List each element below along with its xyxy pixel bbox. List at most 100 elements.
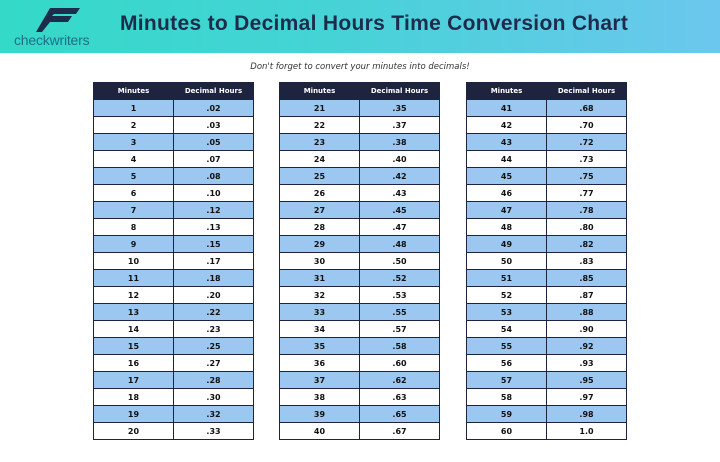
table-row: 31.52 — [279, 269, 440, 287]
decimal-hours-cell: .42 — [359, 167, 440, 185]
decimal-hours-cell: .07 — [173, 150, 254, 168]
decimal-hours-cell: .47 — [359, 218, 440, 236]
table-row: 53.88 — [466, 303, 627, 321]
decimal-hours-cell: .95 — [546, 371, 627, 389]
minutes-cell: 30 — [279, 252, 360, 270]
minutes-cell: 51 — [466, 269, 547, 287]
minutes-cell: 16 — [93, 354, 174, 372]
decimal-hours-cell: .33 — [173, 422, 254, 440]
minutes-cell: 37 — [279, 371, 360, 389]
header-banner: checkwriters Minutes to Decimal Hours Ti… — [0, 0, 720, 53]
conversion-table-3: Minutes Decimal Hours 41.68 42.70 43.72 44.73… — [466, 82, 627, 440]
column-header: Minutes — [466, 82, 547, 100]
minutes-cell: 46 — [466, 184, 547, 202]
table-row: 37.62 — [279, 371, 440, 389]
decimal-hours-cell: .57 — [359, 320, 440, 338]
minutes-cell: 25 — [279, 167, 360, 185]
minutes-cell: 47 — [466, 201, 547, 219]
table-row: 21.35 — [279, 99, 440, 117]
minutes-cell: 44 — [466, 150, 547, 168]
table-row: 58.97 — [466, 388, 627, 406]
minutes-cell: 31 — [279, 269, 360, 287]
decimal-hours-cell: .02 — [173, 99, 254, 117]
minutes-cell: 48 — [466, 218, 547, 236]
table-row: 20.33 — [93, 422, 254, 440]
decimal-hours-cell: .55 — [359, 303, 440, 321]
decimal-hours-cell: .63 — [359, 388, 440, 406]
decimal-hours-cell: .03 — [173, 116, 254, 134]
minutes-cell: 36 — [279, 354, 360, 372]
minutes-cell: 14 — [93, 320, 174, 338]
column-header: Decimal Hours — [359, 82, 440, 100]
minutes-cell: 22 — [279, 116, 360, 134]
decimal-hours-cell: .50 — [359, 252, 440, 270]
decimal-hours-cell: .22 — [173, 303, 254, 321]
minutes-cell: 24 — [279, 150, 360, 168]
minutes-cell: 56 — [466, 354, 547, 372]
decimal-hours-cell: .93 — [546, 354, 627, 372]
table-row: 17.28 — [93, 371, 254, 389]
minutes-cell: 28 — [279, 218, 360, 236]
table-row: 12.20 — [93, 286, 254, 304]
decimal-hours-cell: .15 — [173, 235, 254, 253]
table-row: 45.75 — [466, 167, 627, 185]
table-row: 14.23 — [93, 320, 254, 338]
minutes-cell: 57 — [466, 371, 547, 389]
table-row: 60 1.0 — [466, 422, 627, 440]
decimal-hours-cell: .78 — [546, 201, 627, 219]
decimal-hours-cell: .72 — [546, 133, 627, 151]
table-row: 46.77 — [466, 184, 627, 202]
minutes-cell: 55 — [466, 337, 547, 355]
decimal-hours-cell: .90 — [546, 320, 627, 338]
column-header: Minutes — [279, 82, 360, 100]
minutes-cell: 39 — [279, 405, 360, 423]
minutes-cell: 2 — [93, 116, 174, 134]
minutes-cell: 52 — [466, 286, 547, 304]
decimal-hours-cell: .53 — [359, 286, 440, 304]
decimal-hours-cell: .68 — [546, 99, 627, 117]
minutes-cell: 43 — [466, 133, 547, 151]
decimal-hours-cell: .60 — [359, 354, 440, 372]
decimal-hours-cell: .27 — [173, 354, 254, 372]
table-row: 59.98 — [466, 405, 627, 423]
minutes-cell: 13 — [93, 303, 174, 321]
table-row: 41.68 — [466, 99, 627, 117]
minutes-cell: 3 — [93, 133, 174, 151]
table-header-row: Minutes Decimal Hours — [93, 82, 254, 100]
decimal-hours-cell: 1.0 — [546, 422, 627, 440]
minutes-cell: 42 — [466, 116, 547, 134]
table-row: 33.55 — [279, 303, 440, 321]
table-row: 49.82 — [466, 235, 627, 253]
decimal-hours-cell: .48 — [359, 235, 440, 253]
table-row: 50.83 — [466, 252, 627, 270]
minutes-cell: 54 — [466, 320, 547, 338]
minutes-cell: 4 — [93, 150, 174, 168]
table-row: 19.32 — [93, 405, 254, 423]
table-row: 15.25 — [93, 337, 254, 355]
minutes-cell: 27 — [279, 201, 360, 219]
minutes-cell: 33 — [279, 303, 360, 321]
table-row: 29.48 — [279, 235, 440, 253]
table-row: 27.45 — [279, 201, 440, 219]
table-row: 8.13 — [93, 218, 254, 236]
decimal-hours-cell: .97 — [546, 388, 627, 406]
decimal-hours-cell: .12 — [173, 201, 254, 219]
minutes-cell: 29 — [279, 235, 360, 253]
logo-mark-icon — [36, 8, 80, 32]
decimal-hours-cell: .83 — [546, 252, 627, 270]
decimal-hours-cell: .20 — [173, 286, 254, 304]
table-row: 52.87 — [466, 286, 627, 304]
decimal-hours-cell: .77 — [546, 184, 627, 202]
decimal-hours-cell: .43 — [359, 184, 440, 202]
minutes-cell: 38 — [279, 388, 360, 406]
table-row: 4.07 — [93, 150, 254, 168]
decimal-hours-cell: .98 — [546, 405, 627, 423]
decimal-hours-cell: .25 — [173, 337, 254, 355]
table-row: 25.42 — [279, 167, 440, 185]
table-row: 10.17 — [93, 252, 254, 270]
decimal-hours-cell: .85 — [546, 269, 627, 287]
decimal-hours-cell: .52 — [359, 269, 440, 287]
column-header: Minutes — [93, 82, 174, 100]
minutes-cell: 20 — [93, 422, 174, 440]
minutes-cell: 26 — [279, 184, 360, 202]
